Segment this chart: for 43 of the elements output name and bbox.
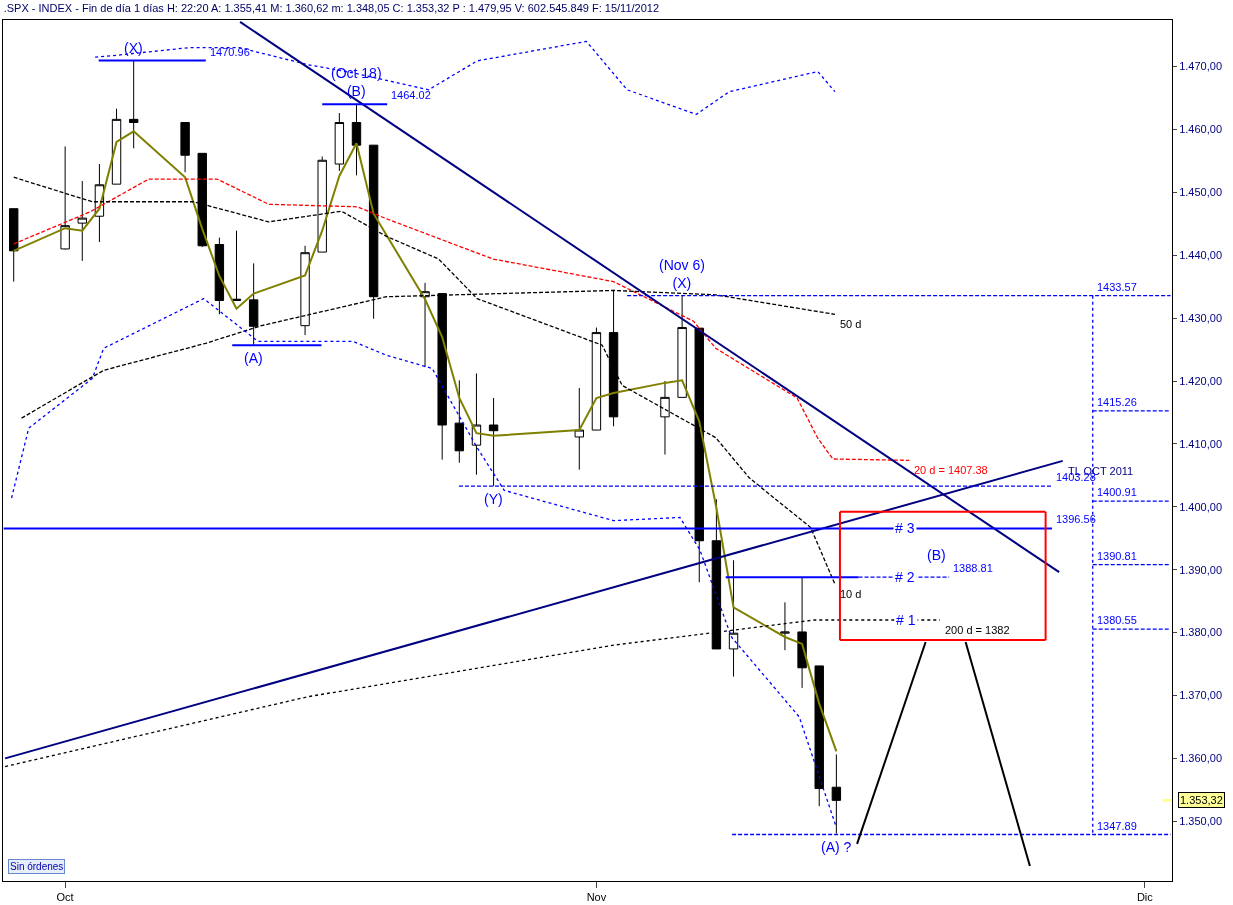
data-label: 1400.91 [1097,486,1137,498]
data-label: 1347.89 [1097,820,1137,832]
annotation: (X) [124,40,143,56]
data-label: 1396.56 [1056,513,1096,525]
data-label: 1390.81 [1097,550,1137,562]
series-label: 200 d = 1382 [945,624,1010,636]
y-tick-label: 1.460,00 [1179,123,1223,136]
annotation: (A) [244,350,263,366]
y-tick-label: 1.360,00 [1179,752,1223,765]
y-tick-label: 1.350,00 [1179,815,1223,828]
y-tick-label: 1.410,00 [1179,437,1223,450]
series-label: 50 d [840,318,862,330]
series-label: 20 d = 1407.38 [914,464,988,476]
annotation: (B) [927,547,946,563]
annotation: (Oct 18) (B) [331,65,382,100]
data-label: 1415.26 [1097,396,1137,408]
annotation: (Nov 6) (X) [659,257,705,292]
annotation: # 3 [895,520,915,536]
data-label: 1388.81 [953,562,993,574]
y-tick-label: 1.450,00 [1179,186,1223,199]
annotation: (A) ? [821,839,852,855]
series-label: 10 d [840,588,862,600]
x-tick-label: Oct [56,891,74,904]
chart-title: .SPX - INDEX - Fin de día 1 días H: 22:20 A: 1.355,41 M: 1.360,62 m: 1.348,05 C: 1.353,32 P : 1.479,95 V: 602.545.849 F: 15/11/2012 [3,2,660,15]
annotation: (Y) [484,491,503,507]
data-label: 1464.02 [391,89,431,101]
y-tick-label: 1.370,00 [1179,689,1223,702]
y-tick-label: 1.390,00 [1179,563,1223,576]
data-label: 1380.55 [1097,614,1137,626]
y-tick-label: 1.400,00 [1179,500,1223,513]
y-tick-label: 1.420,00 [1179,374,1223,387]
annotation: # 2 [895,569,915,585]
x-tick-label: Dic [1136,891,1154,904]
ref-line-label: 1.353,32 [1180,794,1223,806]
data-label: 1433.57 [1097,281,1137,293]
data-label: 1470.96 [210,46,250,58]
annotation: # 1 [896,612,916,628]
y-tick-label: 1.380,00 [1179,626,1223,639]
y-tick-label: 1.440,00 [1179,249,1223,262]
annotation: Sin órdenes [10,861,64,872]
x-tick-label: Nov [586,891,607,904]
y-tick-label: 1.470,00 [1179,60,1223,73]
y-tick-label: 1.430,00 [1179,311,1223,324]
